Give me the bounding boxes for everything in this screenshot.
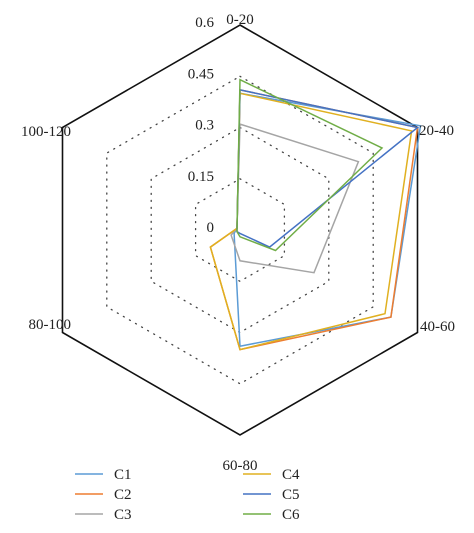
legend-label-c2: C2 — [114, 487, 132, 503]
legend-item-c6: C6 — [243, 507, 300, 523]
tick-label-0.15: 0.15 — [188, 169, 214, 185]
tick-label-0.6: 0.6 — [195, 15, 214, 31]
legend-item-c4: C4 — [243, 467, 300, 483]
axis-label-100-120: 100-120 — [21, 124, 71, 140]
axis-label-40-60: 40-60 — [420, 319, 455, 335]
radar-series — [209, 78, 422, 351]
axis-label-0-20: 0-20 — [226, 12, 254, 28]
grid-ring-1 — [194, 178, 286, 283]
axis-label-60-80: 60-80 — [223, 458, 258, 474]
legend-label-c6: C6 — [282, 507, 300, 523]
legend-label-c1: C1 — [114, 467, 132, 483]
legend-label-c4: C4 — [282, 467, 300, 483]
series-line-c4 — [209, 92, 413, 351]
series-line-c2 — [209, 88, 419, 351]
legend-label-c3: C3 — [114, 507, 132, 523]
grid-ring-3 — [106, 75, 374, 385]
legend: C1 C2 C3 C4 C5 C6 — [75, 467, 300, 523]
legend-item-c1: C1 — [75, 467, 132, 483]
series-line-c5 — [236, 88, 420, 248]
axis-label-80-100: 80-100 — [29, 317, 72, 333]
tick-label-0: 0 — [207, 220, 215, 236]
tick-label-0.3: 0.3 — [195, 118, 214, 134]
tick-label-0.45: 0.45 — [188, 66, 214, 82]
grid-ring-2 — [150, 126, 330, 334]
legend-item-c3: C3 — [75, 507, 132, 523]
series-line-c3 — [230, 123, 360, 274]
legend-item-c5: C5 — [243, 487, 300, 503]
legend-label-c5: C5 — [282, 487, 300, 503]
axis-label-20-40: 20-40 — [419, 123, 454, 139]
series-line-c6 — [236, 78, 384, 252]
legend-item-c2: C2 — [75, 487, 132, 503]
radar-labels: 0-20 20-40 40-60 60-80 80-100 100-120 0 0.15 0.3… — [21, 12, 455, 474]
